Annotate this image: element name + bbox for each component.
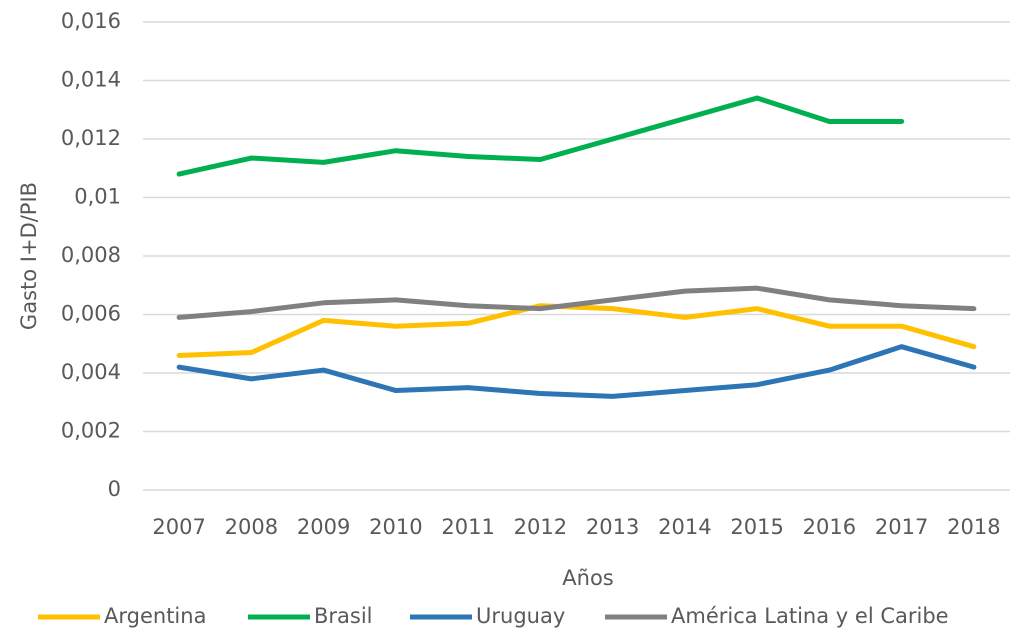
legend-label: Uruguay <box>476 604 565 628</box>
y-tick-label: 0,016 <box>61 9 121 33</box>
x-tick-label: 2014 <box>658 515 711 539</box>
x-tick-label: 2010 <box>369 515 422 539</box>
y-tick-label: 0,01 <box>74 185 121 209</box>
y-tick-label: 0 <box>108 477 121 501</box>
series-line <box>176 303 977 358</box>
legend-label: Argentina <box>104 604 206 628</box>
y-tick-label: 0,014 <box>61 68 121 92</box>
x-tick-label: 2013 <box>586 515 639 539</box>
series-line <box>176 285 977 320</box>
legend-label: Brasil <box>314 604 373 628</box>
series-line <box>176 95 905 177</box>
y-tick-label: 0,012 <box>61 126 121 150</box>
y-tick-label: 0,002 <box>61 419 121 443</box>
x-tick-label: 2018 <box>947 515 1000 539</box>
y-axis-label: Gasto I+D/PIB <box>17 182 41 330</box>
legend-label: América Latina y el Caribe <box>671 604 949 628</box>
x-axis-label: Años <box>562 566 613 590</box>
y-tick-label: 0,008 <box>61 243 121 267</box>
y-tick-label: 0,004 <box>61 360 121 384</box>
x-tick-label: 2011 <box>441 515 494 539</box>
x-tick-label: 2007 <box>152 515 205 539</box>
x-tick-label: 2015 <box>730 515 783 539</box>
x-tick-label: 2009 <box>297 515 350 539</box>
x-tick-label: 2012 <box>514 515 567 539</box>
series-line <box>176 344 977 399</box>
y-tick-label: 0,006 <box>61 302 121 326</box>
x-tick-label: 2017 <box>875 515 928 539</box>
x-tick-label: 2016 <box>803 515 856 539</box>
x-tick-label: 2008 <box>225 515 278 539</box>
